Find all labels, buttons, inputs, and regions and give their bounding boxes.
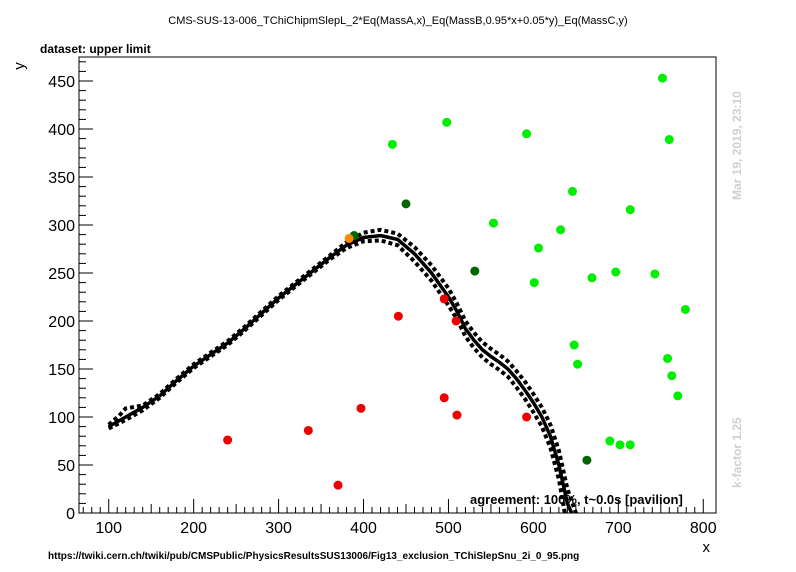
x-axis-label: x (703, 539, 711, 556)
point-borderline (470, 266, 480, 276)
point-allowed (522, 129, 532, 139)
x-tick-label: 300 (265, 520, 292, 537)
point-allowed (605, 436, 615, 446)
chart-title: CMS-SUS-13-006_TChiChipmSlepL_2*Eq(MassA… (168, 15, 627, 27)
x-tick-label: 600 (520, 520, 547, 537)
point-excluded (223, 435, 233, 445)
y-tick-label: 400 (48, 122, 75, 139)
y-axis-label: y (11, 62, 28, 70)
dataset-label: dataset: upper limit (40, 42, 151, 56)
y-tick-label: 100 (48, 410, 75, 427)
point-allowed (387, 139, 397, 149)
point-excluded (356, 403, 366, 413)
x-tick-label: 100 (95, 520, 122, 537)
point-borderline (401, 199, 411, 209)
point-allowed (442, 117, 452, 127)
y-tick-label: 350 (48, 170, 75, 187)
point-allowed (667, 371, 677, 381)
point-allowed (664, 135, 674, 145)
exclusion-curve-band (107, 227, 578, 514)
x-axis: 100 200 300 400 500 600 700 800 (82, 499, 717, 537)
x-tick-label: 500 (435, 520, 462, 537)
timestamp-label: Mar 19, 2019, 23:10 (730, 91, 744, 200)
kfactor-label: k-factor 1.25 (730, 417, 744, 488)
point-excluded (451, 316, 461, 326)
exclusion-curves (107, 227, 578, 514)
point-allowed (680, 304, 690, 314)
exclusion-curve-band (107, 238, 567, 514)
point-allowed (587, 273, 597, 283)
point-allowed (673, 391, 683, 401)
x-tick-label: 400 (350, 520, 377, 537)
point-allowed (573, 359, 583, 369)
point-borderline (582, 455, 592, 465)
point-allowed (556, 225, 566, 235)
point-excluded (393, 311, 403, 321)
point-allowed (567, 186, 577, 196)
x-tick-label: 800 (690, 520, 717, 537)
y-axis: 0 50 100 150 200 250 300 350 400 450 (48, 61, 93, 523)
agreement-label: agreement: 100%, t~0.0s [pavilion] (470, 492, 683, 507)
point-excluded (522, 412, 532, 422)
point-excluded (303, 425, 313, 435)
point-allowed (615, 440, 625, 450)
point-excluded (452, 410, 462, 420)
point-allowed (657, 73, 667, 83)
point-excluded (439, 294, 449, 304)
point-allowed (569, 340, 579, 350)
point-allowed (488, 218, 498, 228)
y-tick-label: 250 (48, 266, 75, 283)
x-tick-label: 200 (180, 520, 207, 537)
source-url: https://twiki.cern.ch/twiki/pub/CMSPubli… (48, 551, 579, 562)
point-allowed (533, 243, 543, 253)
data-points (223, 73, 690, 490)
y-tick-label: 200 (48, 314, 75, 331)
y-tick-label: 150 (48, 362, 75, 379)
y-tick-label: 450 (48, 74, 75, 91)
point-excluded (439, 393, 449, 403)
point-allowed (529, 278, 539, 288)
x-tick-label: 700 (605, 520, 632, 537)
point-excluded (333, 480, 343, 490)
point-allowed (663, 353, 673, 363)
point-allowed (625, 205, 635, 215)
point-allowed (625, 440, 635, 450)
point-allowed (611, 267, 621, 277)
y-tick-label: 50 (57, 458, 75, 475)
y-tick-label: 0 (66, 506, 75, 523)
y-tick-label: 300 (48, 218, 75, 235)
point-marginal (344, 233, 354, 243)
point-allowed (650, 269, 660, 279)
